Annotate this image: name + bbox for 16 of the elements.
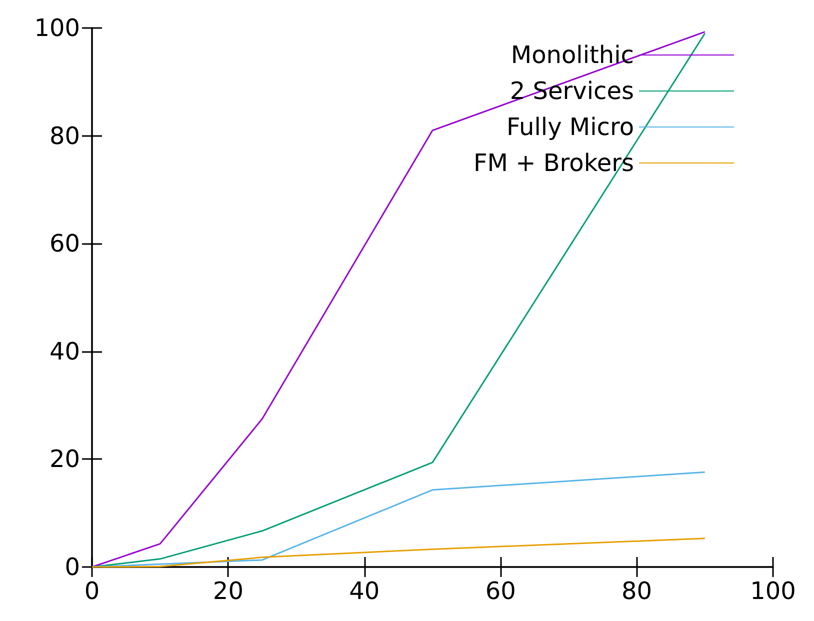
y-tick-label: 0 — [64, 553, 80, 581]
legend-label: Fully Micro — [506, 113, 634, 141]
x-tick-label: 80 — [622, 577, 652, 605]
x-tick-label: 100 — [750, 577, 796, 605]
y-tick-label: 60 — [49, 230, 80, 258]
x-tick-label: 0 — [84, 577, 100, 605]
x-tick-label: 20 — [212, 577, 244, 605]
y-tick-label: 20 — [49, 445, 80, 474]
y-tick-label: 40 — [49, 337, 80, 366]
x-tick-label: 60 — [485, 577, 516, 605]
x-tick-label: 40 — [349, 577, 380, 605]
legend-label: 2 Services — [510, 77, 634, 105]
y-tick-label: 80 — [49, 122, 80, 150]
legend-label: Monolithic — [510, 41, 634, 69]
line-series — [91, 538, 706, 568]
y-tick-label: 100 — [34, 14, 80, 42]
